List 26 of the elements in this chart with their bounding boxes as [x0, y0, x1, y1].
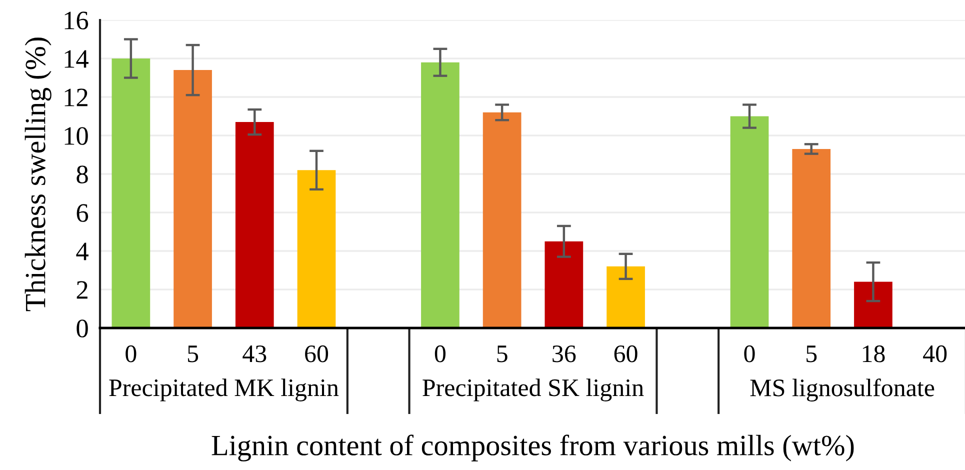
x-tick-label: 5 [497, 346, 508, 362]
x-tick-label: 18 [862, 345, 885, 362]
x-tick-label: 36 [552, 345, 576, 362]
x-tick-label: 0 [126, 345, 136, 362]
y-tick-label: 12 [64, 88, 88, 106]
x-tick-label: 5 [188, 346, 198, 362]
text: Precipitated SK lignin [422, 378, 644, 402]
text: Precipitated MK lignin [109, 378, 339, 402]
y-tick-label: 2 [76, 281, 88, 299]
x-tick-label: 0 [434, 345, 446, 362]
y-tick-label: 16 [64, 12, 88, 30]
x-tick-label: 40 [923, 345, 947, 362]
x-tick-label: 60 [305, 345, 328, 362]
text: MS lignosulfonate [750, 378, 934, 402]
x-tick-label: 43 [242, 345, 266, 362]
y-tick-label: 10 [64, 127, 88, 145]
x-tick-label: 0 [744, 345, 755, 362]
y-tick-label: 0 [76, 320, 88, 338]
y-tick-label: 4 [76, 242, 88, 260]
y-tick-label: 6 [76, 204, 88, 222]
y-tick-label: 8 [76, 166, 88, 184]
x-tick-label: 5 [806, 346, 817, 362]
x-tick-label: 60 [614, 345, 638, 362]
y-axis-title: Thickness swelling (%) [24, 38, 52, 312]
y-tick-label: 14 [64, 50, 88, 68]
x-axis-title: Lignin content of composites from various mills (wt%) [212, 434, 854, 462]
